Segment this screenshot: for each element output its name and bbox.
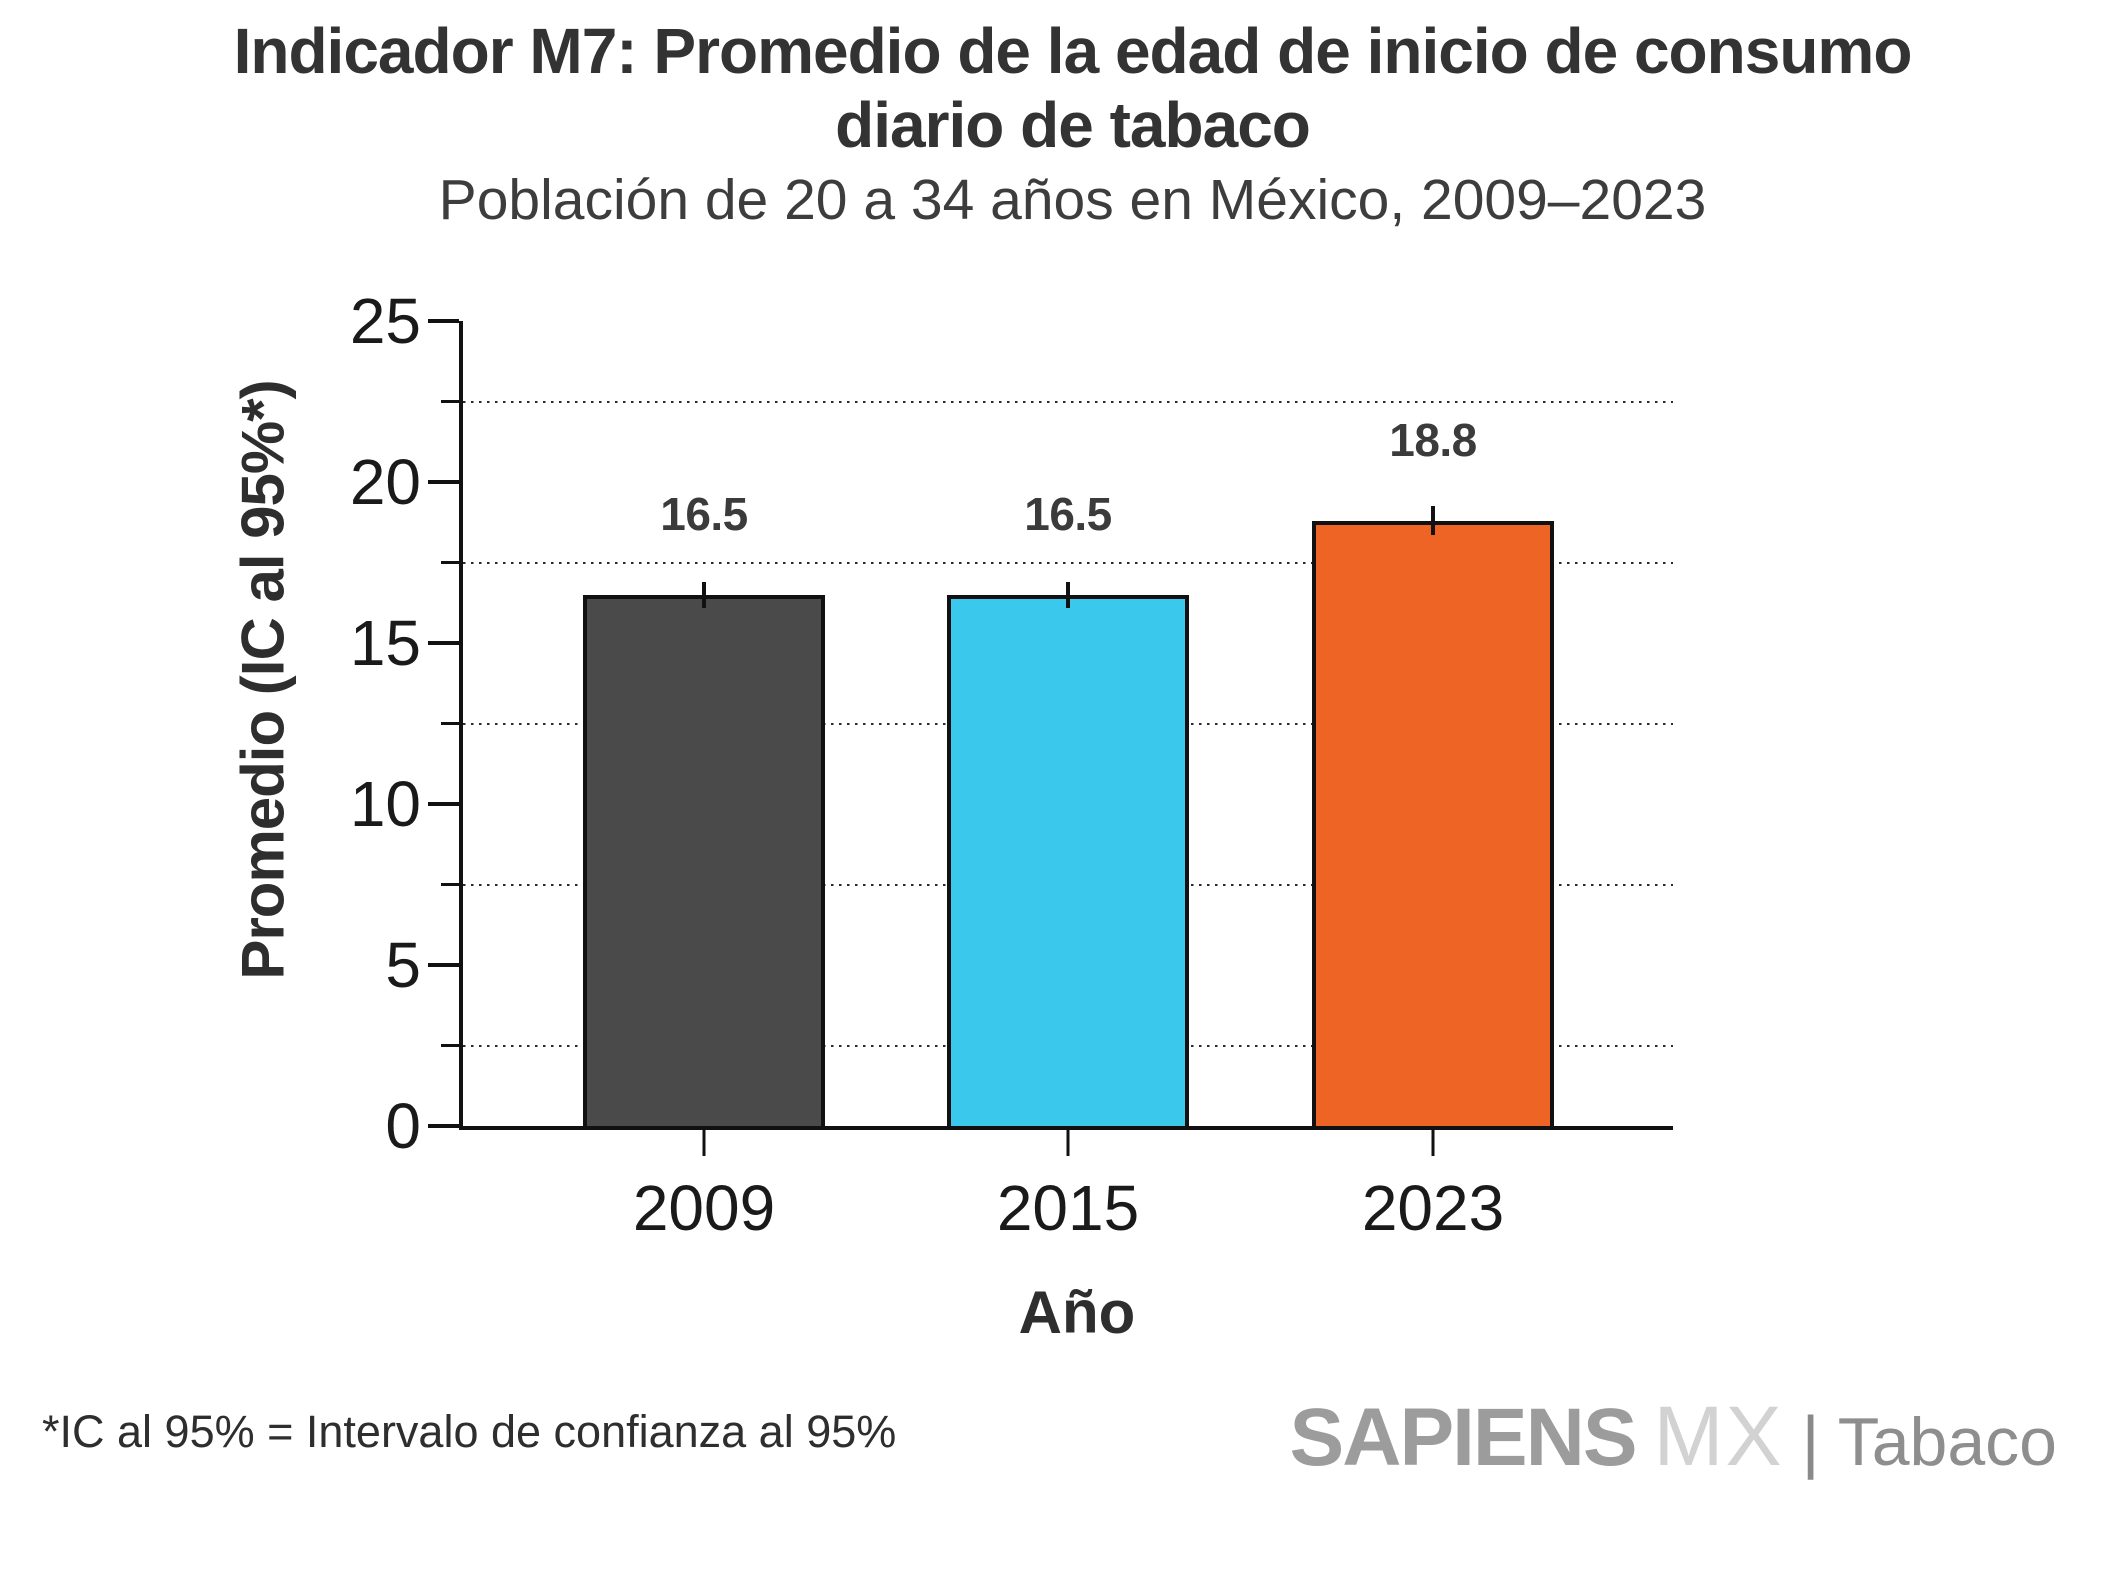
gridline-minor [463, 400, 1673, 403]
y-tick-label: 20 [349, 446, 421, 518]
x-tick-2009 [702, 1126, 706, 1156]
y-tick-major [428, 802, 459, 806]
chart-header: Indicador M7: Promedio de la edad de ini… [40, 14, 2105, 232]
y-tick-major [428, 319, 459, 323]
value-label-2015: 16.5 [1024, 487, 1112, 540]
bar-2009 [583, 594, 825, 1126]
y-tick-label: 10 [349, 768, 421, 840]
y-tick-minor [441, 561, 459, 564]
chart-subtitle: Población de 20 a 34 años en México, 200… [438, 168, 1707, 232]
brand-logo: SAPIENS MX | Tabaco [1290, 1388, 2057, 1485]
logo-text-mx: MX [1653, 1389, 1784, 1483]
y-tick-label: 25 [349, 285, 421, 357]
bar-2023 [1312, 520, 1554, 1126]
logo-text-sapiens: SAPIENS [1289, 1392, 1638, 1483]
error-bar-2015 [1066, 581, 1070, 608]
y-tick-label: 15 [349, 607, 421, 679]
y-tick-minor [441, 400, 459, 403]
y-tick-major [428, 1124, 459, 1128]
y-tick-major [428, 963, 459, 967]
value-label-2009: 16.5 [660, 487, 748, 540]
y-tick-minor [441, 883, 459, 886]
gridline-minor [463, 561, 1673, 564]
value-label-2023: 18.8 [1389, 413, 1477, 466]
y-tick-label: 0 [385, 1090, 421, 1162]
logo-separator: | [1801, 1402, 1820, 1480]
x-tick-label-2023: 2023 [1361, 1172, 1505, 1244]
error-bar-2023 [1431, 506, 1435, 536]
x-tick-2015 [1066, 1126, 1070, 1156]
y-tick-minor [441, 1044, 459, 1047]
y-tick-major [428, 480, 459, 484]
y-axis-title: Promedio (IC al 95%*) [229, 380, 297, 980]
x-tick-label-2015: 2015 [996, 1172, 1140, 1244]
x-tick-2023 [1431, 1126, 1435, 1156]
bar-2015 [947, 594, 1189, 1126]
footnote: *IC al 95% = Intervalo de confianza al 9… [42, 1406, 897, 1457]
error-bar-2009 [702, 581, 706, 608]
x-axis-line [459, 1126, 1673, 1130]
x-axis-title: Año [1018, 1279, 1136, 1346]
chart-title-line-1: Indicador M7: Promedio de la edad de ini… [233, 15, 1913, 87]
y-axis-line [459, 321, 463, 1130]
y-tick-label: 5 [385, 929, 421, 1001]
y-tick-major [428, 641, 459, 645]
y-tick-minor [441, 722, 459, 725]
chart-title-line-2: diario de tabaco [835, 89, 1311, 161]
x-tick-label-2009: 2009 [632, 1172, 776, 1244]
plot-area: Año 0 5 10 15 20 25 16.5 2009 16.5 2015 18.8 2023 [350, 289, 1673, 1346]
logo-text-tabaco: Tabaco [1837, 1404, 2057, 1480]
